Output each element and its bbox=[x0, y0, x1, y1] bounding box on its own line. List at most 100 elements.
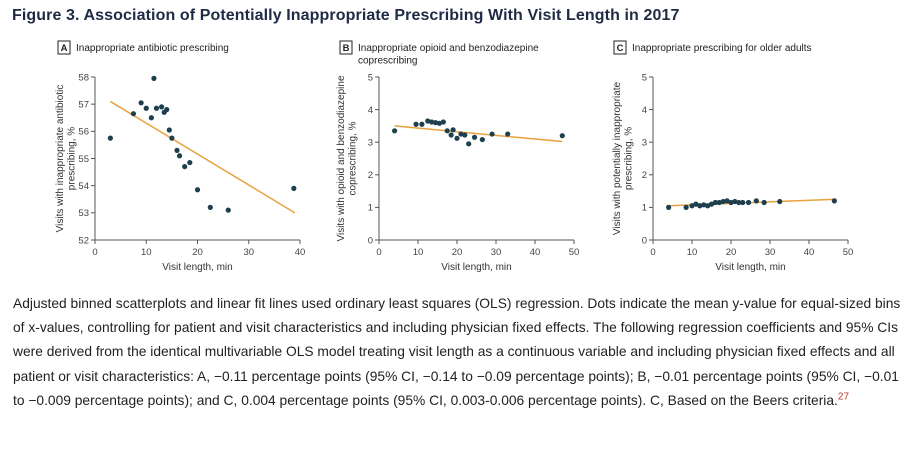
data-point bbox=[559, 133, 565, 139]
y-tick-label: 56 bbox=[78, 127, 89, 138]
y-axis-title: prescribing, % bbox=[624, 127, 635, 190]
data-point bbox=[745, 199, 752, 206]
y-tick-label: 4 bbox=[642, 105, 647, 116]
data-point bbox=[701, 202, 707, 208]
data-point bbox=[169, 135, 175, 141]
panel-letter: A bbox=[61, 43, 68, 54]
data-point bbox=[736, 199, 742, 206]
data-point bbox=[831, 198, 837, 204]
data-point bbox=[724, 198, 730, 204]
data-point bbox=[425, 118, 431, 124]
data-point bbox=[148, 115, 154, 121]
y-tick-label: 0 bbox=[368, 235, 373, 246]
data-point bbox=[448, 132, 454, 138]
x-tick-label: 10 bbox=[413, 247, 424, 258]
y-tick-label: 53 bbox=[78, 208, 89, 219]
x-tick-label: 50 bbox=[569, 247, 580, 258]
data-point bbox=[740, 199, 746, 206]
caption-text: Adjusted binned scatterplots and linear … bbox=[13, 296, 901, 408]
panel-title: Inappropriate antibiotic prescribing bbox=[76, 43, 229, 54]
y-axis-title: Visits with inappropriate antibiotic bbox=[55, 85, 66, 233]
y-tick-label: 5 bbox=[642, 72, 647, 83]
x-axis-title: Visit length, min bbox=[715, 262, 785, 273]
x-tick-label: 40 bbox=[804, 247, 815, 258]
x-axis-title: Visit length, min bbox=[441, 262, 511, 273]
figure-caption: Adjusted binned scatterplots and linear … bbox=[13, 292, 903, 413]
data-point bbox=[689, 203, 695, 209]
data-point bbox=[683, 204, 689, 210]
y-axis-title: coprescribing, % bbox=[348, 121, 359, 195]
x-tick-label: 10 bbox=[141, 247, 152, 258]
data-point bbox=[429, 119, 435, 125]
x-tick-label: 0 bbox=[650, 247, 655, 258]
data-point bbox=[728, 199, 734, 206]
x-tick-label: 30 bbox=[243, 247, 254, 258]
x-tick-label: 40 bbox=[530, 247, 541, 258]
data-point bbox=[138, 100, 144, 106]
chart-b-svg: B Inappropriate opioid and benzodiazepine… bbox=[336, 40, 580, 273]
panel-title: coprescribing bbox=[358, 56, 417, 67]
data-point bbox=[753, 198, 759, 204]
data-point bbox=[436, 120, 443, 126]
y-tick-label: 0 bbox=[642, 235, 647, 246]
panel-letter-box bbox=[339, 40, 353, 55]
data-point bbox=[505, 131, 511, 137]
y-axis-title: Visits with opioid and benzodiazepine bbox=[336, 75, 347, 241]
data-point bbox=[194, 187, 201, 193]
data-point bbox=[419, 121, 425, 127]
data-point bbox=[143, 105, 149, 111]
data-point bbox=[166, 127, 172, 133]
y-axis-title: Visits with potentially inappropriate bbox=[612, 81, 623, 235]
data-point bbox=[159, 104, 165, 110]
data-point bbox=[777, 198, 783, 205]
x-tick-label: 0 bbox=[92, 247, 97, 258]
y-axis-title: prescribing, % bbox=[67, 127, 78, 190]
data-point bbox=[107, 135, 113, 141]
x-tick-label: 10 bbox=[687, 247, 698, 258]
chart-c-svg: C Inappropriate prescribing for older adu… bbox=[612, 40, 853, 273]
data-point bbox=[130, 111, 137, 117]
panel-a: A Inappropriate antibiotic prescribing 52 5… bbox=[10, 36, 310, 286]
y-tick-label: 52 bbox=[78, 235, 89, 246]
data-point bbox=[174, 147, 180, 153]
y-tick-label: 3 bbox=[368, 138, 373, 149]
x-tick-label: 30 bbox=[491, 247, 502, 258]
data-point bbox=[462, 132, 468, 138]
data-point bbox=[187, 159, 193, 166]
data-point bbox=[153, 105, 160, 111]
data-point bbox=[761, 199, 767, 206]
figure-title: Figure 3. Association of Potentially Ina… bbox=[12, 7, 680, 24]
y-tick-label: 55 bbox=[78, 154, 89, 165]
data-point bbox=[151, 75, 157, 81]
panel-letter: B bbox=[343, 43, 350, 54]
data-point bbox=[489, 131, 495, 137]
y-tick-label: 2 bbox=[642, 170, 647, 181]
chart-a-svg: A Inappropriate antibiotic prescribing 52 5… bbox=[55, 40, 306, 273]
data-point bbox=[712, 199, 718, 206]
caption-reference: 27 bbox=[837, 391, 850, 403]
x-tick-label: 20 bbox=[192, 247, 203, 258]
y-tick-label: 58 bbox=[78, 72, 89, 83]
data-point bbox=[705, 203, 711, 209]
panel-b: B Inappropriate opioid and benzodiazepine… bbox=[322, 36, 597, 286]
data-point bbox=[720, 198, 726, 205]
y-tick-label: 4 bbox=[368, 105, 373, 116]
data-point bbox=[454, 135, 460, 141]
data-point bbox=[440, 119, 446, 125]
data-point bbox=[479, 136, 485, 143]
data-point bbox=[207, 204, 213, 210]
x-tick-label: 40 bbox=[295, 247, 306, 258]
data-point bbox=[716, 199, 722, 206]
data-point bbox=[666, 204, 672, 210]
data-point bbox=[432, 120, 439, 126]
data-point bbox=[291, 185, 297, 191]
panel-letter-box bbox=[57, 40, 71, 55]
x-tick-label: 0 bbox=[376, 247, 381, 258]
y-tick-label: 54 bbox=[78, 181, 89, 192]
fit-line bbox=[109, 100, 296, 214]
y-tick-label: 1 bbox=[368, 203, 373, 214]
y-tick-label: 1 bbox=[642, 203, 647, 214]
x-tick-label: 20 bbox=[726, 247, 737, 258]
fit-line bbox=[394, 125, 563, 143]
panel-letter-box bbox=[613, 40, 627, 55]
